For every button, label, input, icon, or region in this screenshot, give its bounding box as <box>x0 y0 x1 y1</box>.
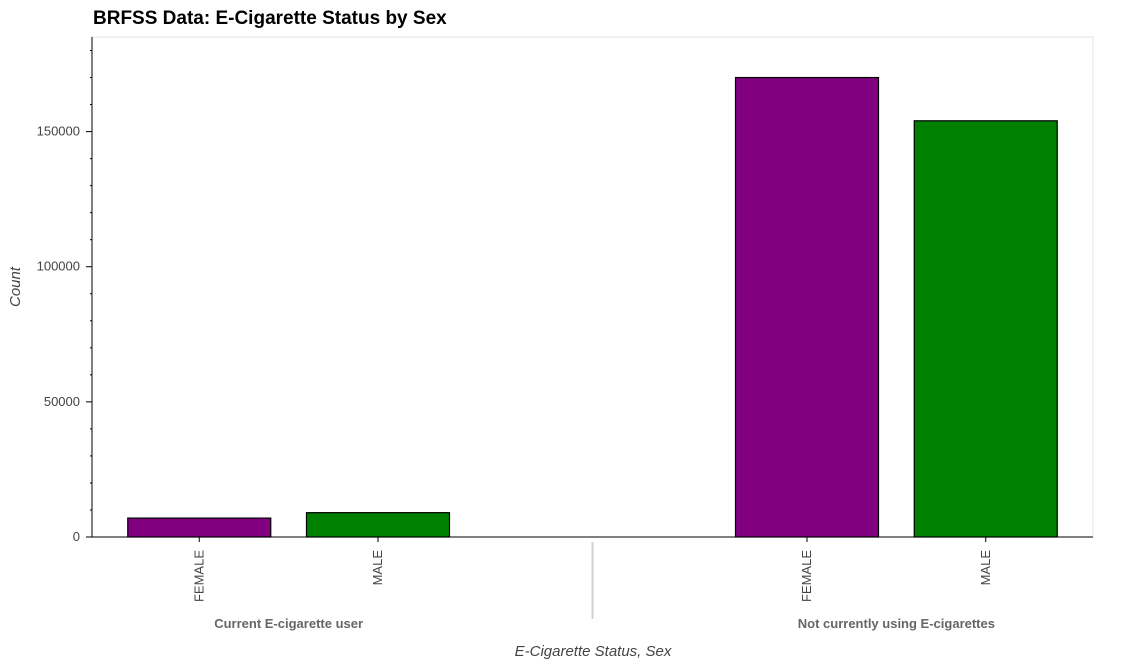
x-tick-label: MALE <box>978 550 993 586</box>
group-label: Not currently using E-cigarettes <box>798 616 995 631</box>
bar-female <box>127 517 272 538</box>
bar-female <box>734 76 880 538</box>
bars-layer <box>127 76 1058 538</box>
y-tick-label: 100000 <box>37 259 80 274</box>
y-axis: 0 50000 100000 150000 <box>37 37 93 544</box>
y-tick-label: 0 <box>73 529 80 544</box>
x-tick-label: FEMALE <box>191 550 206 602</box>
bar-male <box>305 512 451 538</box>
bar-male <box>913 120 1058 538</box>
group-label: Current E-cigarette user <box>214 616 363 631</box>
x-axis: FEMALE MALE Current E-cigarette user FEMALE… <box>92 536 1093 631</box>
y-axis-label: Count <box>7 266 24 307</box>
chart-title: BRFSS Data: E-Cigarette Status by Sex <box>93 8 447 29</box>
y-tick-label: 150000 <box>37 124 80 139</box>
y-tick-label: 50000 <box>44 394 80 409</box>
x-tick-label: MALE <box>370 550 385 586</box>
x-tick-label: FEMALE <box>799 550 814 602</box>
x-axis-label: E-Cigarette Status, Sex <box>515 643 672 660</box>
